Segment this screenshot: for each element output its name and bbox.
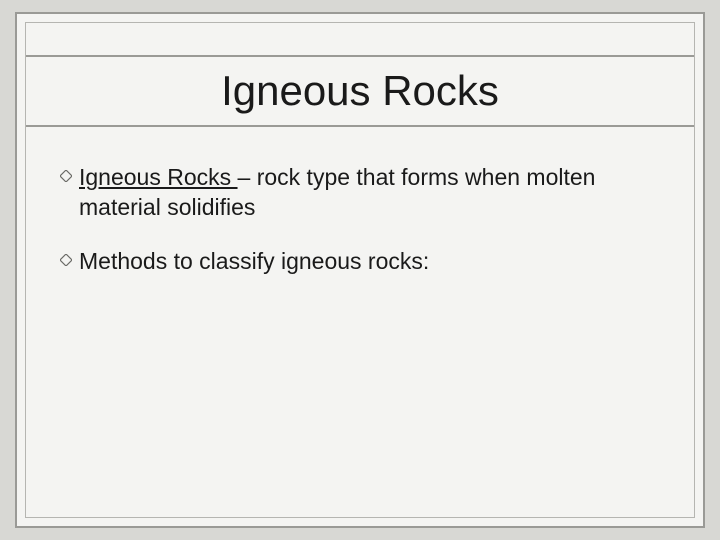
content-area: Igneous Rocks – rock type that forms whe… bbox=[60, 163, 660, 301]
bullet-text: Igneous Rocks – rock type that forms whe… bbox=[79, 163, 660, 223]
title-band: Igneous Rocks bbox=[26, 55, 694, 127]
bullet-item: Methods to classify igneous rocks: bbox=[60, 247, 660, 277]
slide-title: Igneous Rocks bbox=[221, 67, 499, 115]
diamond-bullet-icon bbox=[60, 170, 72, 182]
slide-container: Igneous Rocks Igneous Rocks – rock type … bbox=[15, 12, 705, 528]
bullet-rest: Methods to classify igneous rocks: bbox=[79, 248, 429, 274]
diamond-bullet-icon bbox=[60, 254, 72, 266]
bullet-item: Igneous Rocks – rock type that forms whe… bbox=[60, 163, 660, 223]
bullet-underlined: Igneous Rocks bbox=[79, 164, 238, 190]
inner-frame: Igneous Rocks Igneous Rocks – rock type … bbox=[25, 22, 695, 518]
bullet-text: Methods to classify igneous rocks: bbox=[79, 247, 660, 277]
